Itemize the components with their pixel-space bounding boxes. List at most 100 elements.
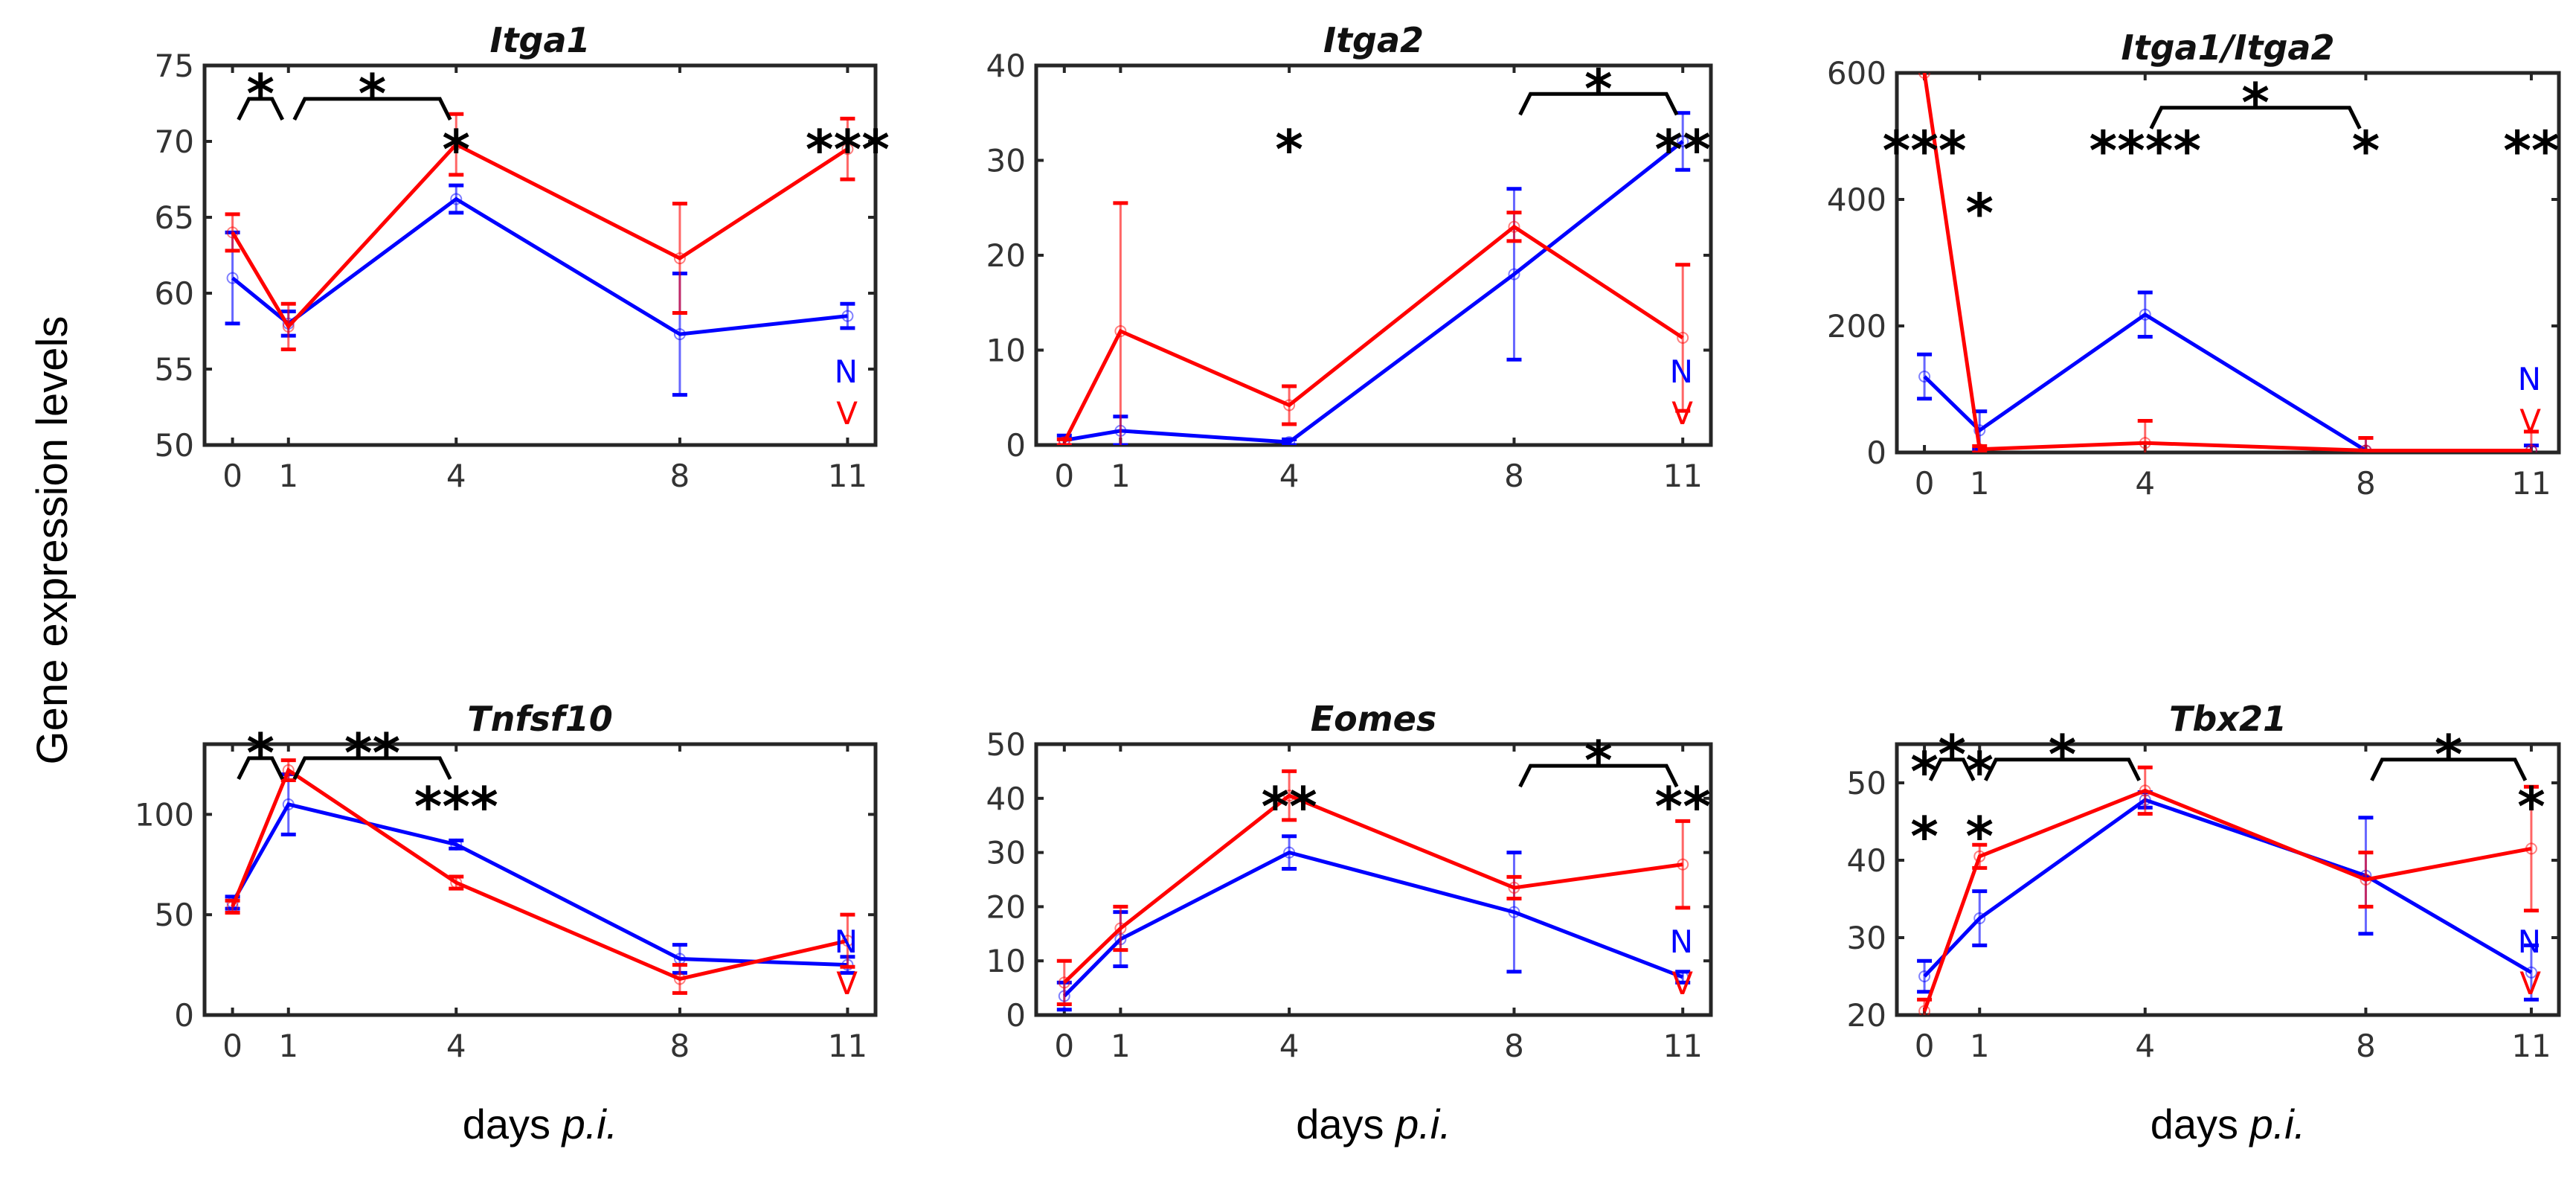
significance-stars: * bbox=[2517, 775, 2546, 838]
x-tick-label: 0 bbox=[222, 1028, 242, 1064]
x-axis-label-text: days bbox=[1296, 1101, 1395, 1147]
significance-stars: * bbox=[246, 63, 274, 125]
data-point-N bbox=[1677, 971, 1689, 984]
y-tick-label: 0 bbox=[1006, 427, 1026, 464]
y-tick-label: 100 bbox=[135, 796, 194, 833]
legend-N: N bbox=[835, 353, 858, 390]
data-point-V bbox=[1677, 331, 1689, 344]
panel-title: Itga1/Itga2 bbox=[2121, 28, 2335, 68]
data-point-N bbox=[1973, 424, 1986, 437]
significance-stars: *** bbox=[414, 775, 498, 838]
data-point-N bbox=[226, 272, 239, 284]
data-point-N bbox=[1508, 268, 1520, 281]
significance-stars: * bbox=[1584, 729, 1613, 792]
legend-V: V bbox=[1671, 395, 1693, 432]
significance-stars: * bbox=[1965, 805, 1994, 868]
data-point-N bbox=[1918, 970, 1931, 982]
series-line-N bbox=[1923, 312, 2531, 452]
significance-stars: * bbox=[2049, 723, 2077, 786]
data-point-N bbox=[282, 798, 295, 810]
data-point-V bbox=[1677, 858, 1689, 871]
x-tick-label: 4 bbox=[2135, 1028, 2155, 1064]
data-point-V bbox=[1283, 399, 1296, 412]
data-point-N bbox=[2139, 308, 2151, 321]
y-tick-label: 40 bbox=[986, 48, 1026, 84]
series-line-V bbox=[1922, 788, 2532, 1012]
data-point-V bbox=[2525, 842, 2537, 855]
data-point-V bbox=[673, 252, 686, 265]
x-axis-label: days p.i. bbox=[463, 1101, 618, 1147]
y-tick-label: 65 bbox=[155, 199, 194, 236]
data-point-N bbox=[1283, 436, 1296, 445]
x-axis-label-italic: p.i. bbox=[1394, 1101, 1451, 1147]
panel-title: Tbx21 bbox=[2169, 699, 2287, 739]
y-tick-label: 55 bbox=[155, 351, 194, 388]
significance-stars: * bbox=[1910, 805, 1939, 868]
data-point-N bbox=[1918, 371, 1931, 382]
y-tick-label: 10 bbox=[986, 333, 1026, 369]
significance-stars: * bbox=[246, 722, 274, 784]
significance-bracket bbox=[1928, 758, 1976, 781]
x-tick-label: 1 bbox=[278, 1028, 298, 1064]
y-tick-label: 400 bbox=[1827, 182, 1886, 218]
x-axis-label: days p.i. bbox=[2151, 1101, 2306, 1147]
significance-stars: * bbox=[1965, 182, 1994, 245]
data-point-V bbox=[450, 877, 463, 889]
x-tick-label: 8 bbox=[2356, 465, 2376, 502]
legend-V: V bbox=[2519, 965, 2541, 1002]
y-tick-label: 50 bbox=[155, 427, 194, 464]
data-point-V bbox=[1973, 443, 1986, 452]
x-axis-label-text: days bbox=[463, 1101, 562, 1147]
legend-N: N bbox=[2518, 361, 2541, 397]
series-line-N bbox=[231, 802, 848, 967]
y-tick-label: 50 bbox=[155, 897, 194, 933]
data-point-N bbox=[841, 310, 854, 322]
legend-V: V bbox=[1671, 965, 1693, 1002]
x-tick-label: 8 bbox=[670, 1028, 690, 1064]
data-point-V bbox=[282, 764, 295, 777]
y-tick-label: 40 bbox=[1847, 842, 1886, 879]
significance-bracket bbox=[1518, 92, 1679, 116]
significance-bracket bbox=[292, 756, 452, 780]
significance-stars: ** bbox=[1261, 775, 1317, 838]
x-tick-label: 0 bbox=[1054, 458, 1074, 494]
data-point-N bbox=[673, 328, 686, 341]
data-point-N bbox=[2525, 966, 2537, 979]
series-line-N bbox=[1064, 140, 1684, 444]
series-group bbox=[1056, 111, 1691, 445]
data-point-N bbox=[1508, 906, 1520, 918]
series-group bbox=[225, 758, 855, 995]
data-point-V bbox=[1058, 436, 1070, 445]
significance-stars: * bbox=[1965, 740, 1994, 803]
significance-stars: * bbox=[1938, 723, 1966, 786]
series-line-V bbox=[1922, 73, 2531, 452]
x-tick-label: 8 bbox=[670, 458, 690, 494]
x-axis-label-text: days bbox=[2151, 1101, 2250, 1147]
series-line-N bbox=[1063, 850, 1684, 998]
axes-box bbox=[1895, 71, 2561, 455]
significance-stars: * bbox=[2241, 71, 2270, 134]
panel-title: Eomes bbox=[1311, 699, 1437, 739]
data-point-V bbox=[1283, 790, 1296, 802]
x-tick-label: 1 bbox=[278, 458, 298, 494]
x-tick-label: 0 bbox=[1915, 1028, 1935, 1064]
x-tick-label: 4 bbox=[2135, 465, 2155, 502]
series-line-V bbox=[231, 141, 849, 330]
axes-box bbox=[202, 742, 878, 1017]
data-point-V bbox=[1058, 976, 1070, 989]
significance-stars: * bbox=[1584, 57, 1613, 120]
significance-stars: ** bbox=[1655, 775, 1711, 838]
x-tick-label: 0 bbox=[1915, 465, 1935, 502]
y-tick-label: 30 bbox=[986, 835, 1026, 871]
series-group bbox=[225, 112, 855, 397]
significance-bracket bbox=[1984, 758, 2141, 781]
panel-title: Itga1 bbox=[489, 20, 590, 60]
significance-stars: * bbox=[1910, 740, 1939, 803]
significance-stars: **** bbox=[2089, 120, 2201, 182]
y-tick-label: 200 bbox=[1827, 308, 1886, 345]
data-point-V bbox=[1918, 73, 1931, 79]
y-tick-label: 30 bbox=[1847, 920, 1886, 956]
